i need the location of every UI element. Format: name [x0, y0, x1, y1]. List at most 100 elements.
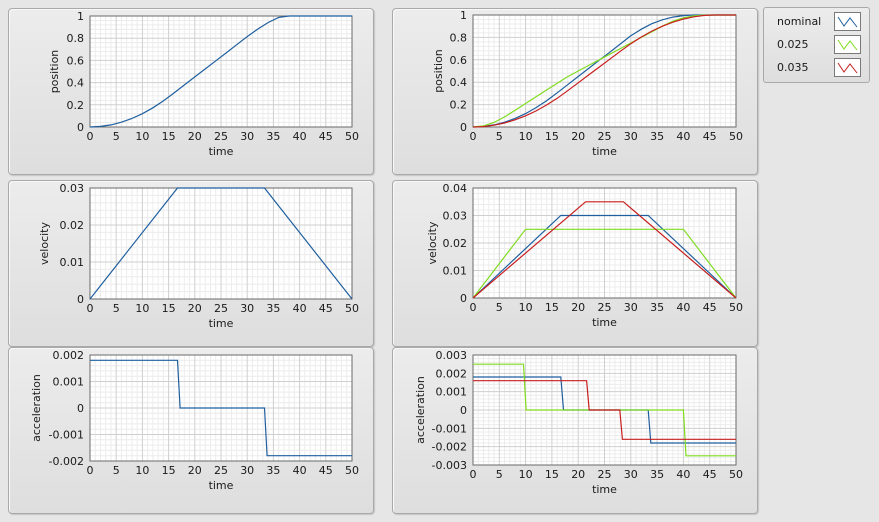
plot-frame — [472, 14, 737, 128]
legend-label: 0.025 — [777, 38, 809, 51]
x-tick-label: 20 — [571, 301, 585, 314]
x-tick-label: 45 — [319, 130, 333, 143]
series-line-0.025 — [472, 14, 736, 128]
x-tick-label: 0 — [470, 301, 477, 314]
y-axis-label: velocity — [38, 222, 51, 265]
x-tick-label: 50 — [729, 130, 743, 143]
chart-2: 0 5 10 15 20 25 30 35 40 45 50 0 0.01 0.02 0.03 time vel… — [38, 182, 359, 330]
x-axis-label: time — [209, 145, 234, 158]
x-tick-label: 15 — [162, 130, 176, 143]
legend-swatch-icon[interactable] — [834, 12, 861, 31]
x-tick-label: 0 — [87, 464, 94, 477]
x-tick-label: 45 — [703, 468, 717, 481]
x-tick-label: 5 — [113, 302, 120, 315]
x-tick-label: 40 — [676, 130, 690, 143]
plot-frame — [89, 354, 353, 462]
y-tick-label: 0.6 — [67, 54, 85, 67]
series-line-0.025 — [472, 228, 737, 299]
y-tick-label: 1 — [77, 10, 84, 23]
chart-1: 0 5 10 15 20 25 30 35 40 45 50 0 0.2 0.4 0.6 0.8 1 time po… — [432, 9, 743, 158]
x-tick-label: 35 — [650, 130, 664, 143]
x-tick-label: 0 — [470, 468, 477, 481]
y-tick-label: 0.001 — [53, 376, 85, 389]
x-tick-label: 45 — [703, 301, 717, 314]
x-tick-label: 10 — [519, 301, 533, 314]
y-tick-label: 0.8 — [67, 32, 85, 45]
y-tick-label: 0 — [460, 292, 467, 305]
y-axis-label: acceleration — [414, 376, 427, 444]
x-axis-label: time — [592, 316, 617, 329]
legend-swatch-icon[interactable] — [834, 35, 861, 54]
x-tick-label: 30 — [624, 130, 638, 143]
y-axis-label: position — [432, 49, 445, 93]
x-tick-label: 35 — [650, 301, 664, 314]
x-tick-label: 50 — [345, 130, 359, 143]
x-tick-label: 10 — [519, 130, 533, 143]
x-tick-label: 25 — [598, 468, 612, 481]
plot-legend: nominal 0.025 0.035 — [763, 7, 870, 83]
legend-item[interactable]: 0.025 — [764, 34, 869, 56]
x-tick-label: 10 — [135, 464, 149, 477]
legend-item[interactable]: nominal — [764, 11, 869, 33]
x-axis-label: time — [592, 145, 617, 158]
y-tick-label: 0.2 — [450, 99, 468, 112]
x-tick-label: 25 — [214, 130, 228, 143]
y-tick-label: 0.03 — [60, 182, 85, 195]
x-tick-label: 20 — [571, 130, 585, 143]
chart-4: 0 5 10 15 20 25 30 35 40 45 50 -0.002 -0.001 0 0.001 0.… — [30, 349, 359, 492]
legend-item[interactable]: 0.035 — [764, 57, 869, 79]
y-tick-label: 0.003 — [436, 349, 468, 362]
x-tick-label: 35 — [266, 464, 280, 477]
x-tick-label: 15 — [545, 130, 559, 143]
series-line-nominal — [472, 214, 737, 299]
y-tick-label: 0.01 — [60, 256, 85, 269]
y-tick-label: 0 — [460, 404, 467, 417]
x-tick-label: 40 — [676, 468, 690, 481]
y-tick-label: 0.4 — [67, 77, 85, 90]
series-line-0.035 — [472, 14, 736, 128]
y-tick-label: 0.4 — [450, 76, 468, 89]
x-tick-label: 20 — [188, 130, 202, 143]
x-tick-label: 45 — [703, 130, 717, 143]
y-tick-label: 0.002 — [436, 367, 468, 380]
x-tick-label: 30 — [624, 301, 638, 314]
x-tick-label: 5 — [496, 301, 503, 314]
x-axis-label: time — [592, 483, 617, 496]
x-tick-label: 50 — [345, 302, 359, 315]
x-axis-label: time — [209, 479, 234, 492]
x-tick-label: 15 — [545, 468, 559, 481]
x-tick-label: 45 — [319, 302, 333, 315]
chart-3: 0 5 10 15 20 25 30 35 40 45 50 0 0.01 0.02 0.03 0.04 tim… — [426, 182, 743, 329]
x-tick-label: 0 — [87, 302, 94, 315]
legend-swatch-icon[interactable] — [834, 58, 861, 77]
x-tick-label: 20 — [188, 464, 202, 477]
x-tick-label: 30 — [240, 302, 254, 315]
y-tick-label: -0.001 — [49, 429, 84, 442]
x-tick-label: 25 — [598, 301, 612, 314]
y-axis-label: position — [48, 50, 61, 94]
y-tick-label: 0.8 — [450, 31, 468, 44]
x-tick-label: 20 — [571, 468, 585, 481]
y-tick-label: 0.02 — [60, 219, 85, 232]
series-line — [89, 187, 353, 300]
plot-frame — [89, 15, 353, 128]
y-tick-label: -0.001 — [432, 422, 467, 435]
series-line — [89, 15, 352, 128]
x-tick-label: 40 — [293, 302, 307, 315]
x-tick-label: 50 — [345, 464, 359, 477]
chart-0: 0 5 10 15 20 25 30 35 40 45 50 0 0.2 0.4 0.6 0.8 1 time po… — [48, 10, 359, 158]
y-tick-label: -0.002 — [49, 455, 84, 468]
y-tick-label: 1 — [460, 9, 467, 22]
x-tick-label: 50 — [729, 468, 743, 481]
y-tick-label: 0 — [460, 121, 467, 134]
x-tick-label: 30 — [624, 468, 638, 481]
y-tick-label: 0.04 — [443, 182, 468, 195]
x-tick-label: 15 — [162, 464, 176, 477]
x-tick-label: 30 — [240, 130, 254, 143]
x-tick-label: 45 — [319, 464, 333, 477]
x-tick-label: 0 — [87, 130, 94, 143]
series-line-0.035 — [473, 380, 736, 440]
x-tick-label: 50 — [729, 301, 743, 314]
x-tick-label: 15 — [162, 302, 176, 315]
